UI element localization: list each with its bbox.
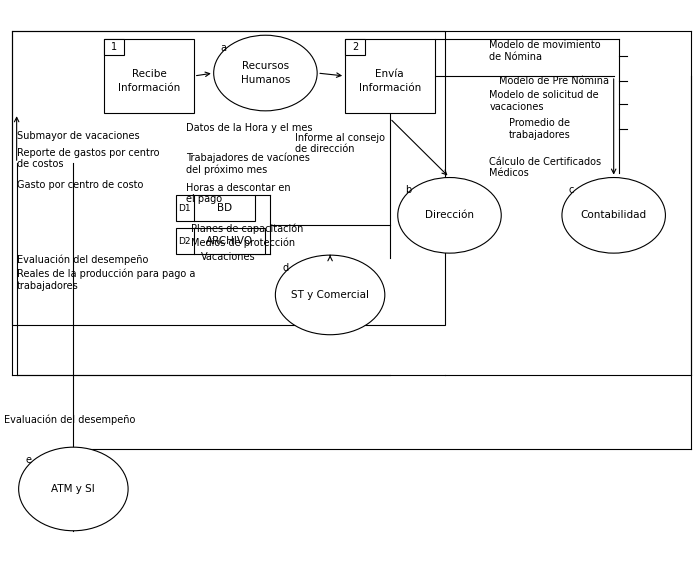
Bar <box>345 39 365 55</box>
Text: ATM y SI: ATM y SI <box>52 484 95 494</box>
Text: Modelo de Pre Nómina: Modelo de Pre Nómina <box>499 76 610 86</box>
Ellipse shape <box>275 255 385 335</box>
Text: Datos de la Hora y el mes: Datos de la Hora y el mes <box>186 123 312 133</box>
Text: Gasto por centro de costo: Gasto por centro de costo <box>17 180 143 191</box>
Text: ARCHIVO: ARCHIVO <box>206 236 253 246</box>
Text: Promedio de
trabajadores: Promedio de trabajadores <box>509 118 571 139</box>
Text: 1: 1 <box>111 42 117 52</box>
Text: Recursos
Humanos: Recursos Humanos <box>240 61 290 85</box>
Text: d: d <box>282 263 289 273</box>
Text: Cálculo de Certificados
Médicos: Cálculo de Certificados Médicos <box>489 157 601 178</box>
Text: Trabajadores de vacíones
del próximo mes: Trabajadores de vacíones del próximo mes <box>186 152 310 175</box>
Text: Dirección: Dirección <box>425 210 474 220</box>
Text: BD: BD <box>217 203 232 214</box>
Text: Evaluación del desempeño: Evaluación del desempeño <box>17 255 148 265</box>
Text: Envía
Información: Envía Información <box>359 69 421 93</box>
Text: e: e <box>26 455 31 465</box>
Text: Submayor de vacaciones: Submayor de vacaciones <box>17 131 139 140</box>
Text: Reales de la producción para pago a
trabajadores: Reales de la producción para pago a trab… <box>17 269 195 291</box>
Ellipse shape <box>562 178 665 253</box>
Text: a: a <box>221 43 226 53</box>
Bar <box>12 31 445 325</box>
Text: c: c <box>569 185 575 196</box>
Bar <box>176 196 255 221</box>
Ellipse shape <box>19 447 128 531</box>
Text: Medios de protección: Medios de protección <box>191 238 295 248</box>
Text: D2: D2 <box>178 237 191 246</box>
Text: Reporte de gastos por centro
de costos: Reporte de gastos por centro de costos <box>17 148 159 169</box>
Text: Horas a descontar en
el pago: Horas a descontar en el pago <box>186 183 291 204</box>
Ellipse shape <box>398 178 501 253</box>
Text: Modelo de solicitud de
vacaciones: Modelo de solicitud de vacaciones <box>489 90 599 112</box>
Text: 2: 2 <box>352 42 358 52</box>
Text: Contabilidad: Contabilidad <box>581 210 647 220</box>
Ellipse shape <box>214 35 317 111</box>
Text: D1: D1 <box>178 204 191 213</box>
Text: Vacaciones: Vacaciones <box>201 252 255 262</box>
Text: Recibe
Información: Recibe Información <box>118 69 180 93</box>
Bar <box>345 39 435 114</box>
Text: Planes de capacitación: Planes de capacitación <box>191 223 303 234</box>
Text: b: b <box>405 185 411 196</box>
Bar <box>176 228 266 254</box>
Text: ST y Comercial: ST y Comercial <box>291 290 369 300</box>
Bar <box>104 39 194 114</box>
Text: Modelo de movimiento
de Nómina: Modelo de movimiento de Nómina <box>489 40 601 62</box>
Text: Informe al consejo
de dirección: Informe al consejo de dirección <box>295 133 385 155</box>
Text: Evaluación del desempeño: Evaluación del desempeño <box>3 414 135 424</box>
Bar <box>104 39 124 55</box>
